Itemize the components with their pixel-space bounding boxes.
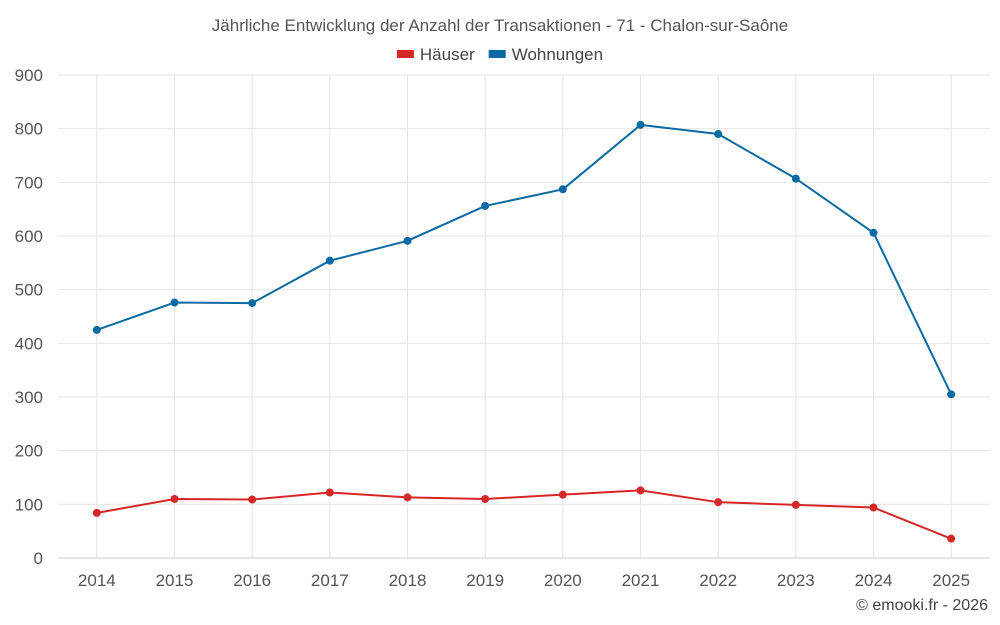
y-tick-label: 500: [15, 281, 43, 300]
data-point[interactable]: [714, 498, 723, 507]
x-tick-label: 2025: [932, 571, 970, 590]
x-tick-label: 2021: [622, 571, 660, 590]
data-point[interactable]: [92, 325, 101, 334]
x-tick-label: 2016: [233, 571, 271, 590]
data-point[interactable]: [636, 120, 645, 129]
data-point[interactable]: [791, 174, 800, 183]
data-point[interactable]: [558, 490, 567, 499]
data-point[interactable]: [248, 495, 257, 504]
gridlines: [58, 74, 990, 559]
data-point[interactable]: [791, 500, 800, 509]
legend: Häuser Wohnungen: [396, 45, 603, 64]
y-tick-label: 0: [34, 549, 43, 568]
y-tick-label: 200: [15, 442, 43, 461]
data-point[interactable]: [947, 534, 956, 543]
data-point[interactable]: [869, 228, 878, 237]
x-tick-label: 2019: [466, 571, 504, 590]
legend-item-wohnungen[interactable]: Wohnungen: [488, 45, 603, 64]
x-tick-label: 2018: [389, 571, 427, 590]
legend-swatch: [396, 50, 414, 58]
y-tick-label: 600: [15, 227, 43, 246]
x-tick-label: 2022: [699, 571, 737, 590]
x-axis: 2014 2015 2016 2017 2018 2019 2020 2021 2022 2023…: [58, 557, 990, 590]
series-layer: [92, 120, 956, 543]
data-point[interactable]: [636, 486, 645, 495]
data-point[interactable]: [170, 298, 179, 307]
data-point[interactable]: [325, 488, 334, 497]
credit-text: © emooki.fr - 2026: [856, 597, 988, 614]
y-tick-label: 700: [15, 173, 43, 192]
x-tick-label: 2020: [544, 571, 582, 590]
data-point[interactable]: [481, 201, 490, 210]
x-tick-label: 2014: [78, 571, 116, 590]
y-tick-label: 100: [15, 495, 43, 514]
x-tick-label: 2023: [777, 571, 815, 590]
data-point[interactable]: [92, 508, 101, 517]
data-point[interactable]: [558, 185, 567, 194]
y-axis: 0 100 200 300 400 500 600 700 800 900: [15, 66, 43, 568]
data-point[interactable]: [325, 256, 334, 265]
x-tick-label: 2024: [855, 571, 893, 590]
series-häuser: [92, 486, 956, 543]
x-tick-label: 2017: [311, 571, 349, 590]
x-tick-label: 2015: [156, 571, 194, 590]
series-line: [96, 123, 953, 395]
data-point[interactable]: [714, 130, 723, 139]
legend-item-häuser[interactable]: Häuser: [396, 45, 475, 64]
y-tick-label: 900: [15, 66, 43, 85]
legend-label: Häuser: [420, 45, 475, 64]
data-point[interactable]: [947, 390, 956, 399]
series-line: [96, 489, 952, 540]
data-point[interactable]: [481, 494, 490, 503]
legend-label: Wohnungen: [512, 45, 603, 64]
y-tick-label: 300: [15, 388, 43, 407]
legend-swatch: [488, 50, 506, 58]
y-tick-label: 400: [15, 334, 43, 353]
chart-title: Jährliche Entwicklung der Anzahl der Tra…: [212, 16, 788, 35]
series-wohnungen: [92, 120, 956, 399]
data-point[interactable]: [403, 493, 412, 502]
data-point[interactable]: [869, 503, 878, 512]
data-point[interactable]: [170, 494, 179, 503]
y-tick-label: 800: [15, 120, 43, 139]
data-point[interactable]: [248, 299, 257, 308]
data-point[interactable]: [403, 236, 412, 245]
